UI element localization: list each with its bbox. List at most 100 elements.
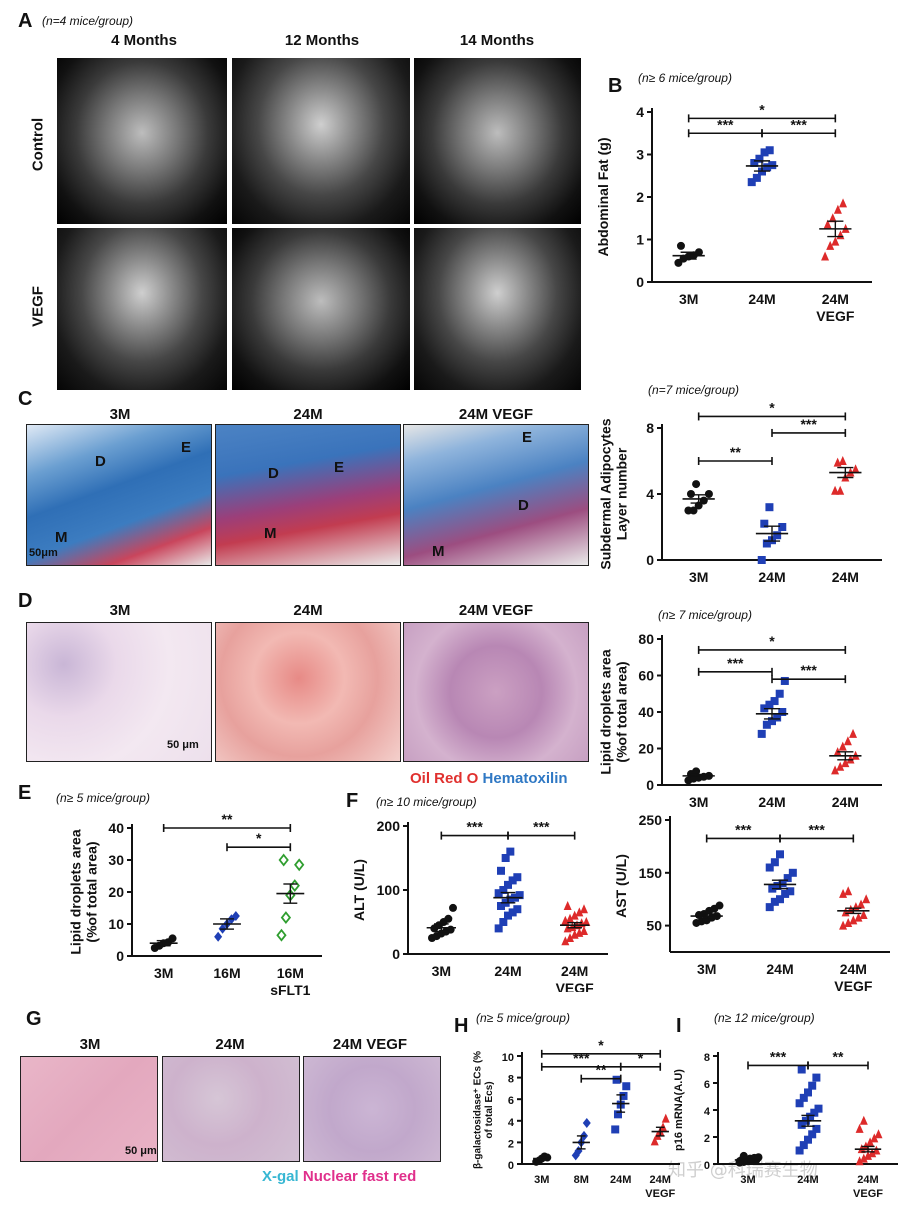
chart-note: (n≥ 12 mice/group)	[714, 1011, 815, 1025]
liver-oil-24m-image	[215, 622, 401, 762]
x-category-label-line: 3M	[697, 961, 716, 977]
data-point	[770, 858, 779, 867]
data-point	[868, 1148, 877, 1158]
y-axis-label-line: Lipid droplets area	[600, 649, 613, 774]
data-point	[849, 728, 858, 738]
panel-g-col-3: 24M VEGF	[332, 1036, 408, 1053]
data-point	[781, 889, 790, 898]
y-axis-label: Lipid droplets area(%of total area)	[600, 649, 629, 774]
x-category-label: 24M VEGF	[853, 1174, 883, 1200]
x-category-label-line: 3M	[534, 1174, 549, 1186]
mri-vegf-4m	[57, 228, 227, 390]
panel-a-col-2: 12 Months	[284, 32, 360, 49]
y-tick-label: 10	[108, 916, 124, 932]
y-axis-label: ALT (U/L)	[351, 859, 367, 921]
data-point	[812, 1124, 821, 1133]
data-point	[836, 485, 845, 495]
chart-p16: I (n≥ 12 mice/group) 0 2 4 6 8 p16 mRNA(A.U) 3M 2…	[673, 1011, 898, 1200]
data-point	[775, 689, 784, 698]
skin-24m-image: E D M	[215, 424, 401, 566]
y-tick-label: 50	[646, 918, 662, 934]
data-point	[692, 480, 701, 489]
liver-oil-24m-vegf-image	[403, 622, 589, 762]
data-point	[778, 879, 787, 888]
sig-label: *	[769, 633, 775, 649]
data-point	[494, 924, 503, 933]
y-tick-label: 200	[377, 818, 401, 834]
y-tick-label: 40	[638, 704, 654, 720]
data-point	[611, 1125, 620, 1134]
y-tick-label: 8	[508, 1074, 514, 1086]
mark-d: D	[95, 453, 106, 470]
x-category-label-line: 8M	[574, 1174, 589, 1186]
data-point	[821, 251, 830, 261]
data-point	[799, 1141, 808, 1150]
data-point	[776, 895, 784, 904]
data-point	[839, 888, 848, 898]
panel-f-label: F	[346, 790, 359, 812]
liver-oil-3m-image: 50 μm	[26, 622, 212, 762]
panel-a-row-control: Control	[29, 117, 47, 172]
data-point	[874, 1129, 883, 1139]
data-point	[768, 161, 777, 170]
mark-m: M	[55, 529, 68, 546]
mark-e: E	[181, 439, 192, 456]
legend-hematoxilin: Hematoxilin	[482, 770, 568, 787]
sig-label: ***	[533, 819, 550, 835]
y-tick-label: 6	[508, 1095, 514, 1107]
y-axis-label-line: ALT (U/L)	[351, 859, 367, 921]
data-point	[795, 1146, 804, 1155]
data-point	[739, 1151, 748, 1160]
data-point	[763, 163, 772, 172]
sig-label: **	[596, 1062, 607, 1078]
data-point	[494, 889, 503, 898]
data-point	[582, 917, 591, 926]
data-point	[859, 1115, 868, 1125]
x-category-label-line: 16M	[213, 965, 240, 981]
y-tick-label: 0	[636, 274, 644, 290]
panel-label: B	[608, 75, 622, 97]
chart-note: (n=7 mice/group)	[648, 383, 739, 397]
data-point	[814, 1104, 823, 1113]
chart-note: (n≥ 10 mice/group)	[376, 795, 477, 809]
sig-label: *	[759, 101, 765, 117]
y-tick-label: 0	[508, 1160, 514, 1172]
x-category-label-line: VEGF	[834, 978, 873, 994]
mri-vegf-14m	[414, 228, 581, 390]
data-point	[786, 887, 795, 896]
mri-control-4m	[57, 58, 227, 224]
data-point	[810, 1108, 819, 1117]
data-point	[788, 868, 797, 877]
data-point	[276, 928, 287, 942]
sig-label: *	[769, 399, 775, 415]
sig-label: ***	[573, 1050, 590, 1066]
data-point	[773, 882, 782, 890]
mark-m: M	[432, 543, 445, 560]
data-point	[828, 213, 837, 223]
y-axis-label-line: Subdermal Adipocytes	[600, 418, 613, 569]
data-point	[504, 911, 512, 920]
data-point	[765, 863, 774, 872]
scalebar-label: 50μm	[29, 547, 58, 559]
data-point	[841, 758, 850, 768]
panel-a-note: (n=4 mice/group)	[42, 14, 134, 28]
data-point	[804, 1088, 812, 1097]
data-point	[566, 933, 574, 942]
mark-m: M	[264, 525, 277, 542]
x-category-label-line: 24M	[822, 291, 849, 307]
chart-adipocyte-layers: (n=7 mice/group) 0 4 8 Subdermal AdipocytesL…	[600, 383, 882, 585]
y-tick-label: 0	[392, 946, 400, 962]
x-category-label: 24M	[766, 961, 793, 977]
x-category-label: 3M	[679, 291, 698, 307]
y-axis-label-line: AST (U/L)	[613, 854, 629, 918]
x-category-label: 24M	[758, 569, 785, 585]
data-point	[770, 697, 779, 706]
x-category-label: 3M	[689, 569, 708, 585]
y-axis-label: Lipid droplets area(%of total area)	[67, 829, 99, 954]
data-point	[857, 899, 866, 909]
data-point	[862, 894, 871, 904]
data-point	[676, 241, 685, 250]
legend-nuclear-fast-red: Nuclear fast red	[302, 1168, 417, 1185]
sig-label: ***	[800, 416, 817, 432]
data-point	[570, 910, 579, 920]
